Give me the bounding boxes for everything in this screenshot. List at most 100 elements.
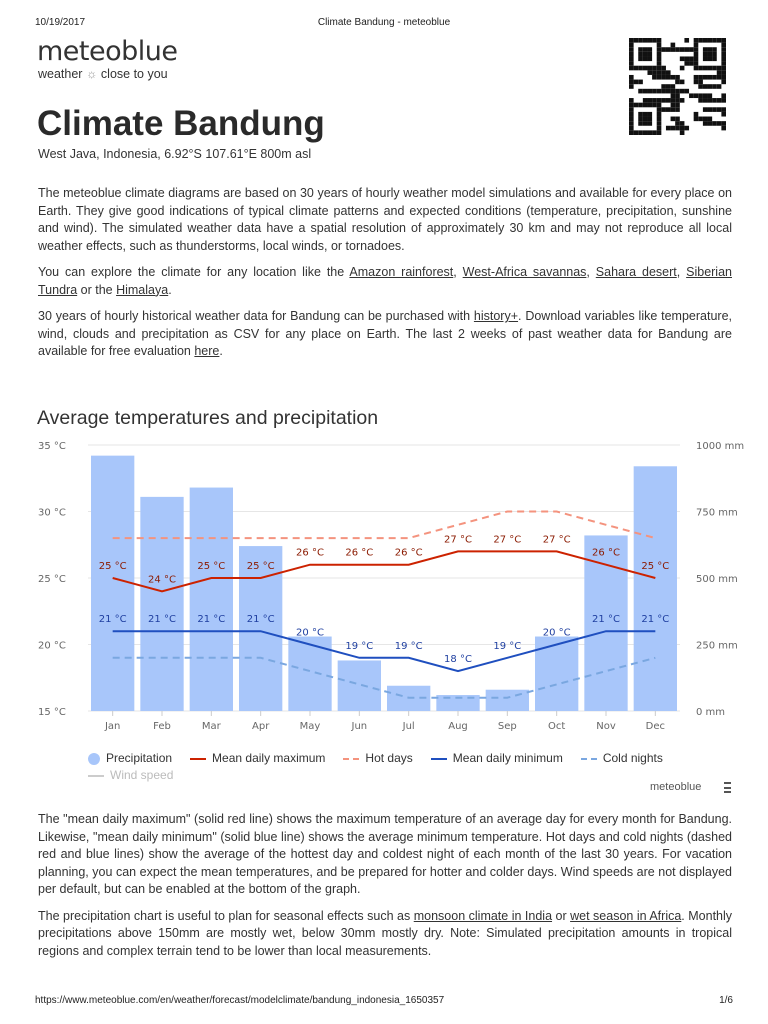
precipitation-bar bbox=[140, 496, 184, 711]
qr-module bbox=[702, 116, 708, 122]
max-data-label: 26 °C bbox=[296, 548, 324, 559]
qr-module bbox=[721, 111, 726, 117]
min-data-label: 19 °C bbox=[345, 641, 373, 652]
qr-module bbox=[638, 51, 643, 57]
qr-module bbox=[698, 116, 703, 122]
qr-module bbox=[629, 79, 634, 85]
qr-module bbox=[693, 79, 699, 85]
inline-link[interactable]: Amazon rainforest bbox=[349, 265, 454, 279]
qr-module bbox=[684, 125, 690, 131]
chart-legend: Precipitation Mean daily maximum Hot day… bbox=[88, 751, 728, 783]
qr-module bbox=[642, 65, 648, 71]
text-segment: , bbox=[586, 265, 596, 279]
qr-module bbox=[721, 93, 726, 99]
qr-module bbox=[670, 107, 676, 112]
text-segment: , bbox=[676, 265, 687, 279]
legend-label: Cold nights bbox=[602, 751, 663, 765]
qr-module bbox=[642, 88, 648, 94]
legend-wind-speed[interactable]: Wind speed bbox=[88, 768, 728, 783]
climate-chart: 15 °C 0 mm 20 °C 250 mm 25 °C 500 mm 30 °C 750 … bbox=[38, 441, 744, 732]
qr-module bbox=[684, 47, 690, 52]
chart-credit[interactable]: meteoblue bbox=[650, 781, 702, 793]
inline-link[interactable]: Himalaya bbox=[116, 282, 169, 297]
text-segment: The precipitation chart is useful to pla… bbox=[38, 908, 414, 923]
legend-hot-days[interactable]: Hot days bbox=[343, 751, 413, 766]
inline-link[interactable]: wet season in Africa bbox=[570, 908, 682, 923]
line-icon bbox=[430, 757, 447, 760]
qr-module bbox=[721, 56, 726, 62]
qr-module bbox=[638, 130, 643, 135]
qr-module bbox=[642, 121, 648, 126]
qr-module bbox=[702, 98, 708, 103]
min-data-label: 20 °C bbox=[543, 628, 571, 639]
qr-module bbox=[652, 98, 657, 103]
qr-module bbox=[698, 79, 703, 85]
qr-module bbox=[638, 121, 643, 126]
explain-text: The "mean daily maximum" (solid red line… bbox=[38, 811, 732, 969]
line-icon bbox=[190, 757, 207, 760]
text-segment: . Monthly precipitations above 150mm are… bbox=[38, 908, 733, 958]
meteoblue-logo[interactable]: meteoblue bbox=[37, 36, 178, 67]
qr-module bbox=[679, 88, 685, 94]
explain-paragraph-2: The precipitation chart is useful to pla… bbox=[38, 908, 732, 961]
sun-icon: ☼ bbox=[85, 67, 98, 81]
inline-link[interactable]: here bbox=[194, 344, 220, 358]
y-left-tick: 15 °C bbox=[38, 707, 66, 718]
qr-module bbox=[656, 116, 662, 122]
legend-precipitation[interactable]: Precipitation bbox=[88, 751, 172, 766]
qr-module bbox=[665, 74, 671, 80]
qr-module bbox=[712, 38, 717, 43]
qr-module bbox=[629, 116, 634, 122]
text-segment: . Download variables like temperature, w… bbox=[38, 309, 732, 358]
qr-module bbox=[721, 42, 726, 48]
qr-module bbox=[721, 125, 726, 131]
qr-module bbox=[661, 107, 666, 112]
menu-icon[interactable] bbox=[724, 782, 731, 793]
y-left-tick: 25 °C bbox=[38, 574, 66, 585]
legend-mean-min[interactable]: Mean daily minimum bbox=[430, 751, 563, 766]
qr-module bbox=[716, 107, 722, 112]
qr-module bbox=[629, 102, 634, 108]
precipitation-bar bbox=[189, 487, 233, 711]
qr-module bbox=[675, 98, 680, 103]
max-data-label: 25 °C bbox=[99, 561, 127, 572]
qr-module bbox=[638, 65, 643, 71]
inline-link[interactable]: history+ bbox=[473, 309, 519, 323]
qr-module bbox=[670, 84, 676, 89]
inline-link[interactable]: Siberian Tundra bbox=[38, 265, 732, 297]
qr-module bbox=[647, 102, 653, 108]
legend-cold-nights[interactable]: Cold nights bbox=[580, 751, 663, 766]
qr-module bbox=[652, 74, 657, 80]
qr-module bbox=[647, 56, 653, 62]
qr-module bbox=[629, 47, 634, 52]
qr-module bbox=[707, 65, 713, 71]
qr-module bbox=[716, 70, 722, 75]
inline-link[interactable]: monsoon climate in India bbox=[413, 908, 553, 923]
min-data-label: 21 °C bbox=[99, 614, 127, 625]
inline-link[interactable]: Sahara desert bbox=[595, 265, 677, 279]
qr-module bbox=[707, 107, 713, 112]
qr-module bbox=[693, 47, 699, 52]
qr-module bbox=[698, 84, 703, 89]
max-data-label: 24 °C bbox=[148, 574, 176, 585]
qr-module bbox=[698, 65, 703, 71]
qr-module bbox=[652, 88, 657, 94]
qr-module bbox=[721, 38, 726, 43]
legend-mean-max[interactable]: Mean daily maximum bbox=[190, 751, 325, 766]
qr-module bbox=[684, 56, 690, 62]
dash-icon bbox=[343, 757, 360, 760]
inline-link[interactable]: West-Africa savannas bbox=[462, 265, 587, 279]
qr-module bbox=[702, 65, 708, 71]
logo-tagline: weather ☼ close to you bbox=[38, 67, 168, 82]
qr-module bbox=[684, 61, 690, 66]
qr-module bbox=[670, 98, 676, 103]
qr-module bbox=[629, 65, 634, 71]
qr-module bbox=[716, 74, 722, 80]
qr-module bbox=[675, 121, 680, 126]
qr-module bbox=[675, 125, 680, 131]
qr-module bbox=[702, 38, 708, 43]
qr-module bbox=[642, 51, 648, 57]
qr-module bbox=[633, 102, 639, 108]
qr-module bbox=[698, 38, 703, 43]
qr-module bbox=[656, 107, 662, 112]
